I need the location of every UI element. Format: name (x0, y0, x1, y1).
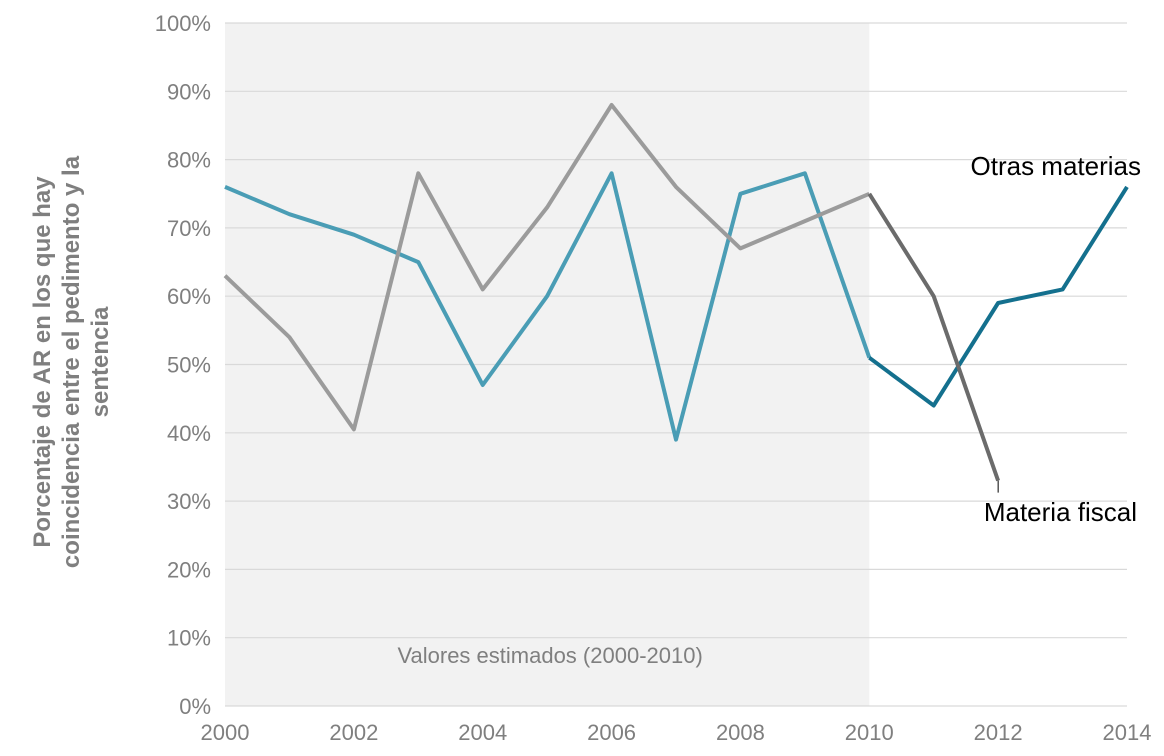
x-tick-label: 2014 (1103, 720, 1152, 745)
y-tick-label: 40% (167, 421, 211, 446)
series-lines (223, 103, 1129, 482)
x-tick-label: 2010 (845, 720, 894, 745)
y-axis-ticks: 0% 10% 20% 30% 40% 50% 60% 70% 80% 90% 100% (155, 11, 211, 719)
estimated-region-label: Valores estimados (2000-2010) (397, 643, 702, 668)
materia-fiscal-annotation: Materia fiscal (984, 497, 1137, 527)
y-tick-label: 70% (167, 216, 211, 241)
x-tick-label: 2004 (458, 720, 507, 745)
y-tick-label: 10% (167, 626, 211, 651)
gridlines (225, 22, 1127, 707)
x-tick-label: 2006 (587, 720, 636, 745)
x-tick-label: 2008 (716, 720, 765, 745)
y-tick-label: 80% (167, 148, 211, 173)
labels: Valores estimados (2000-2010) Porcentaje… (29, 151, 1141, 668)
y-tick-label: 100% (155, 11, 211, 36)
x-tick-label: 2012 (974, 720, 1023, 745)
y-axis-label: Porcentaje de AR en los que haycoinciden… (29, 155, 114, 568)
x-axis-ticks: 2000 2002 2004 2006 2008 2010 2012 2014 (201, 720, 1152, 745)
otras-materias-annotation: Otras materias (971, 151, 1142, 181)
materia-fiscal-actual-line (867, 192, 1000, 482)
x-tick-label: 2000 (201, 720, 250, 745)
x-tick-label: 2002 (329, 720, 378, 745)
y-tick-label: 20% (167, 557, 211, 582)
y-tick-label: 60% (167, 284, 211, 309)
otras-materias-estimated-line (224, 171, 872, 442)
y-axis-label-line: sentencia (87, 306, 114, 417)
y-tick-label: 90% (167, 79, 211, 104)
y-axis-label-line: coincidencia entre el pedimento y la (58, 155, 85, 568)
y-tick-label: 50% (167, 353, 211, 378)
materia-fiscal-estimated-line (223, 103, 871, 432)
y-tick-label: 0% (179, 694, 211, 719)
y-axis-label-line: Porcentaje de AR en los que hay (29, 176, 56, 548)
y-tick-label: 30% (167, 489, 211, 514)
otras-materias-actual-line (868, 185, 1129, 408)
